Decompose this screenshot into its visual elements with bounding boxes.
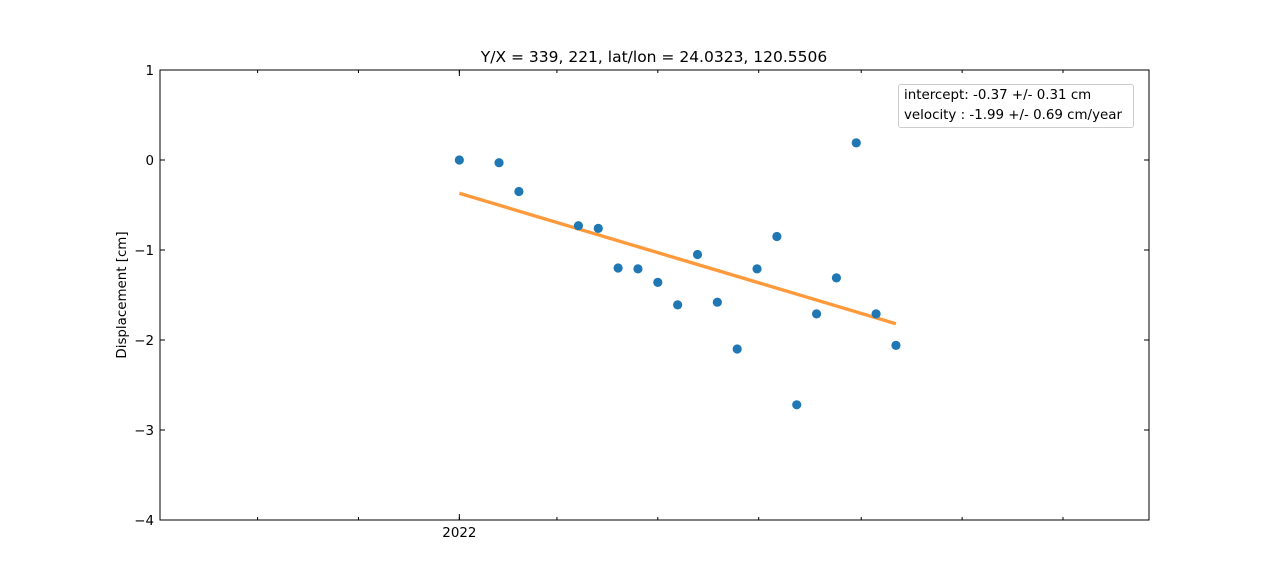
- data-point: [712, 297, 722, 307]
- data-point: [494, 158, 504, 168]
- data-point: [851, 138, 861, 148]
- y-tick-label: −1: [134, 244, 154, 259]
- data-point: [692, 249, 703, 260]
- linear-fit-line: [458, 191, 897, 326]
- data-point: [573, 221, 584, 231]
- data-point: [514, 186, 524, 197]
- data-point: [772, 231, 782, 242]
- legend-intercept-text: intercept: -0.37 +/- 0.31 cm: [904, 88, 1092, 103]
- plot-area-border: [159, 69, 1150, 521]
- data-point: [792, 400, 802, 410]
- data-point: [454, 155, 464, 165]
- data-point: [831, 273, 842, 283]
- y-tick-label: 1: [145, 64, 154, 79]
- data-point: [593, 223, 603, 233]
- data-point: [811, 309, 822, 319]
- data-point: [871, 309, 881, 319]
- y-axis-label: Displacement [cm]: [115, 231, 130, 358]
- data-point: [752, 264, 762, 274]
- data-point: [673, 300, 683, 310]
- y-tick-label: 0: [145, 154, 154, 169]
- legend: intercept: -0.37 +/- 0.31 cm velocity : …: [898, 84, 1134, 128]
- plot-frame: [159, 69, 1150, 521]
- data-point: [653, 277, 663, 287]
- data-point: [613, 263, 623, 273]
- x-tick-label: 2022: [442, 526, 476, 541]
- y-tick-label: −4: [134, 514, 154, 529]
- trend-line-layer: [458, 191, 897, 326]
- legend-velocity-text: velocity : -1.99 +/- 0.69 cm/year: [904, 108, 1122, 123]
- y-tick-label: −3: [134, 424, 154, 439]
- data-points-layer: [454, 138, 901, 410]
- axis-ticks: 1 0 −1 −2 −3 −4 2022: [134, 64, 1149, 541]
- data-point: [732, 344, 742, 354]
- data-point: [633, 264, 643, 274]
- data-point: [891, 340, 901, 350]
- chart-title: Y/X = 339, 221, lat/lon = 24.0323, 120.5…: [480, 48, 828, 66]
- y-tick-label: −2: [134, 334, 154, 349]
